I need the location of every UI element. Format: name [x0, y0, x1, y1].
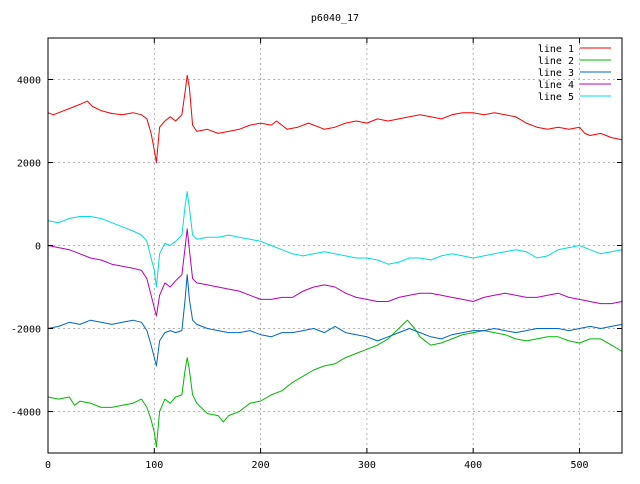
legend-label-5: line 5: [538, 92, 574, 103]
series-line-5: [47, 191, 623, 288]
series-group: [47, 74, 623, 448]
y-tick-label: 4000: [17, 76, 41, 87]
legend-label-3: line 3: [538, 68, 574, 79]
series-line-2: [47, 319, 623, 448]
legend-label-4: line 4: [538, 80, 574, 91]
legend-label-2: line 2: [538, 56, 574, 67]
x-tick-label: 100: [145, 460, 163, 471]
y-tick-label: 2000: [17, 159, 41, 170]
x-tick-label: 500: [570, 460, 588, 471]
grid: [48, 38, 622, 453]
chart-title: p6040_17: [311, 13, 359, 24]
y-tick-label: -2000: [11, 325, 41, 336]
series-line-1: [47, 74, 623, 163]
series-line-3: [47, 274, 623, 367]
y-tick-label: -4000: [11, 408, 41, 419]
x-tick-label: 300: [358, 460, 376, 471]
axes: 0 100 200 300 400 500 -4000 -2000 0 2000 4000: [11, 38, 622, 471]
y-tick-label: 0: [35, 242, 41, 253]
x-tick-label: 0: [45, 460, 51, 471]
series-line-4: [47, 228, 623, 317]
legend-label-1: line 1: [538, 44, 574, 55]
x-tick-label: 400: [464, 460, 482, 471]
x-tick-label: 200: [252, 460, 270, 471]
